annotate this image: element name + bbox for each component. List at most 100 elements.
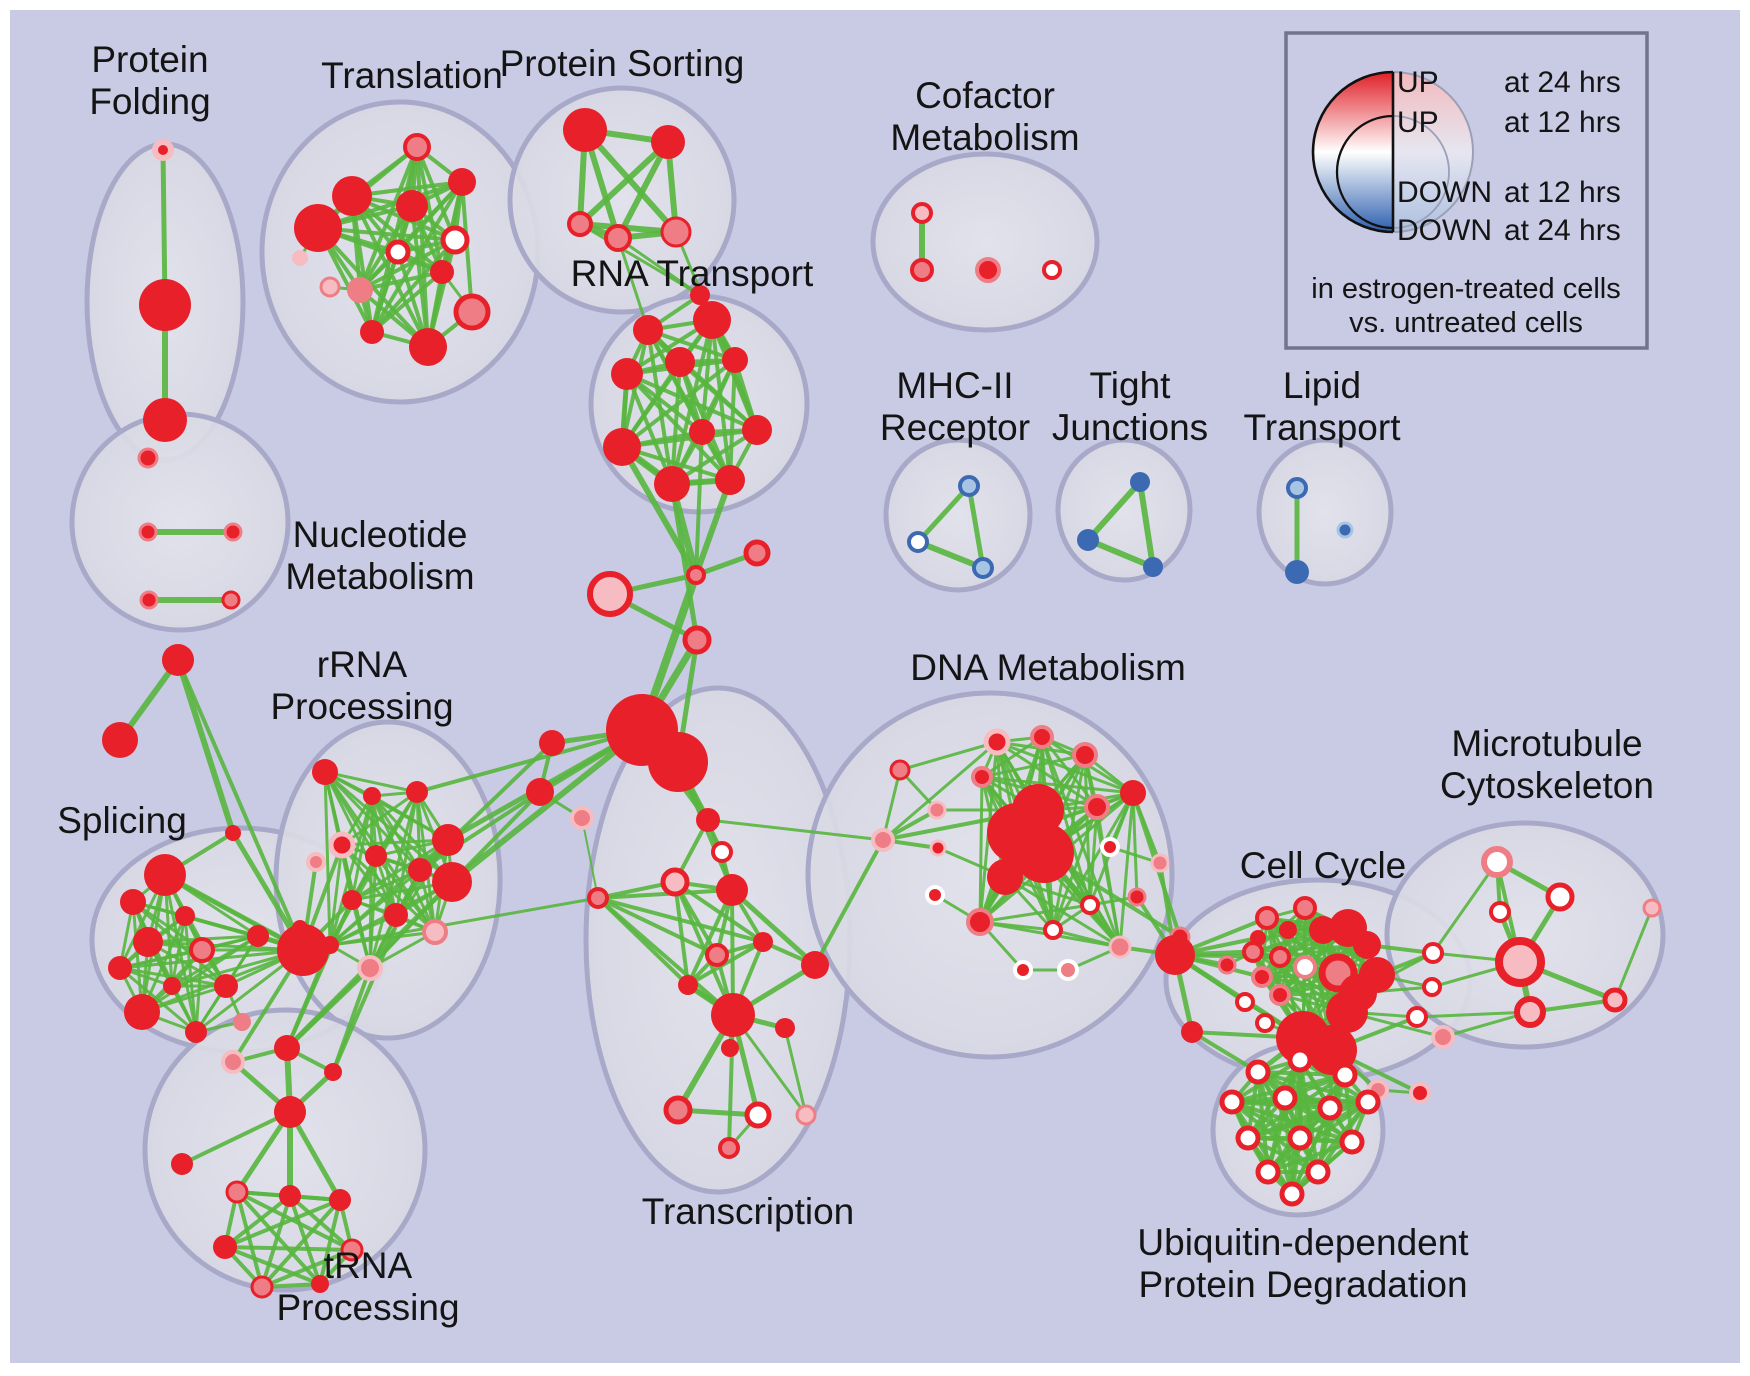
network-node — [347, 277, 373, 303]
network-node — [689, 419, 715, 445]
legend-inner-arc-left — [1335, 114, 1394, 230]
network-edge — [1283, 1096, 1294, 1196]
legend-note: vs. untreated cells — [1349, 307, 1583, 339]
network-edge — [669, 481, 700, 643]
network-node — [716, 874, 748, 906]
network-node — [721, 1039, 739, 1057]
network-edge — [620, 428, 759, 449]
network-node — [396, 190, 428, 222]
network-node — [1406, 1006, 1428, 1028]
network-node — [1072, 742, 1098, 768]
network-node — [1030, 725, 1054, 749]
legend-inner-arc-right — [1392, 115, 1450, 229]
network-node — [1422, 942, 1444, 964]
network-edge — [616, 236, 650, 332]
cluster-label-tight-junctions: Tight — [1090, 365, 1172, 406]
network-node — [432, 862, 472, 902]
network-node — [711, 841, 733, 863]
network-edge — [287, 1109, 343, 1203]
network-node — [1409, 1082, 1431, 1104]
cluster-label-microtubule-cytoskeleton: Microtubule — [1451, 723, 1642, 764]
network-node — [711, 993, 755, 1037]
network-edge — [170, 914, 187, 988]
network-edge — [180, 1110, 292, 1166]
network-edge — [596, 896, 765, 944]
cluster-ellipse-lipid-transport — [1256, 437, 1394, 587]
network-edge — [131, 900, 144, 1014]
network-node — [422, 919, 448, 945]
network-edge — [1051, 928, 1122, 949]
network-node — [221, 1050, 245, 1074]
network-node — [1250, 930, 1266, 946]
network-edge — [1118, 791, 1135, 949]
network-node — [171, 1153, 193, 1175]
network-node — [1285, 560, 1309, 584]
network-node — [384, 903, 408, 927]
network-edge — [260, 1248, 354, 1289]
network-node — [403, 133, 431, 161]
network-edge — [578, 222, 702, 297]
network-edge — [223, 1198, 342, 1249]
network-node — [971, 766, 993, 788]
network-node — [365, 845, 387, 867]
network-edge — [374, 854, 437, 934]
network-node — [753, 932, 773, 952]
network-node — [1235, 1125, 1261, 1151]
network-node — [972, 557, 994, 579]
network-node — [250, 1275, 274, 1299]
network-node — [567, 211, 593, 237]
network-node — [292, 250, 308, 266]
network-edge — [370, 145, 419, 334]
network-edge — [1190, 1030, 1260, 1074]
network-node — [233, 1013, 251, 1031]
network-node — [294, 204, 342, 252]
network-edge — [260, 1194, 292, 1289]
cluster-label-lipid-transport: Lipid — [1283, 365, 1361, 406]
network-node — [225, 825, 241, 841]
cluster-ellipse-cofactor-metabolism — [870, 151, 1100, 333]
network-edge — [235, 1190, 264, 1289]
network-edge — [898, 740, 999, 772]
network-node — [1120, 780, 1146, 806]
network-node — [660, 867, 690, 897]
network-node — [682, 625, 712, 655]
network-node — [775, 1018, 795, 1038]
network-edge — [1266, 1096, 1287, 1174]
network-edge — [694, 430, 704, 577]
cluster-ellipse-trna-processing — [142, 1007, 428, 1293]
network-edge — [625, 372, 674, 486]
legend-direction-label: UP — [1397, 106, 1439, 139]
cluster-label-ubiquitin-degradation: Ubiquitin-dependent — [1137, 1222, 1469, 1263]
network-edge — [1131, 791, 1139, 899]
network-edge — [323, 770, 419, 794]
network-node — [604, 224, 632, 252]
cluster-label-rrna-processing: rRNA — [317, 644, 408, 685]
network-edge — [118, 934, 260, 970]
network-node — [742, 415, 772, 445]
network-node — [1057, 959, 1079, 981]
network-edge — [620, 358, 737, 449]
network-node — [1481, 846, 1513, 878]
network-node — [987, 859, 1023, 895]
network-node — [722, 347, 748, 373]
network-edge — [1088, 805, 1099, 907]
network-edge — [673, 880, 690, 987]
network-node — [247, 925, 269, 947]
network-edge — [316, 180, 464, 230]
network-node — [189, 937, 215, 963]
network-node — [1269, 946, 1291, 968]
network-edge — [370, 794, 422, 872]
network-node — [133, 927, 163, 957]
network-node — [102, 722, 138, 758]
network-edge — [577, 139, 671, 227]
network-edge — [686, 888, 734, 987]
cluster-label-microtubule-cytoskeleton: Cytoskeleton — [1440, 765, 1654, 806]
network-node — [319, 276, 341, 298]
network-node — [279, 1185, 301, 1207]
network-edge — [1137, 479, 1156, 570]
network-node — [648, 732, 708, 792]
network-edge — [175, 657, 236, 836]
network-node — [152, 139, 174, 161]
network-edge — [625, 372, 732, 482]
